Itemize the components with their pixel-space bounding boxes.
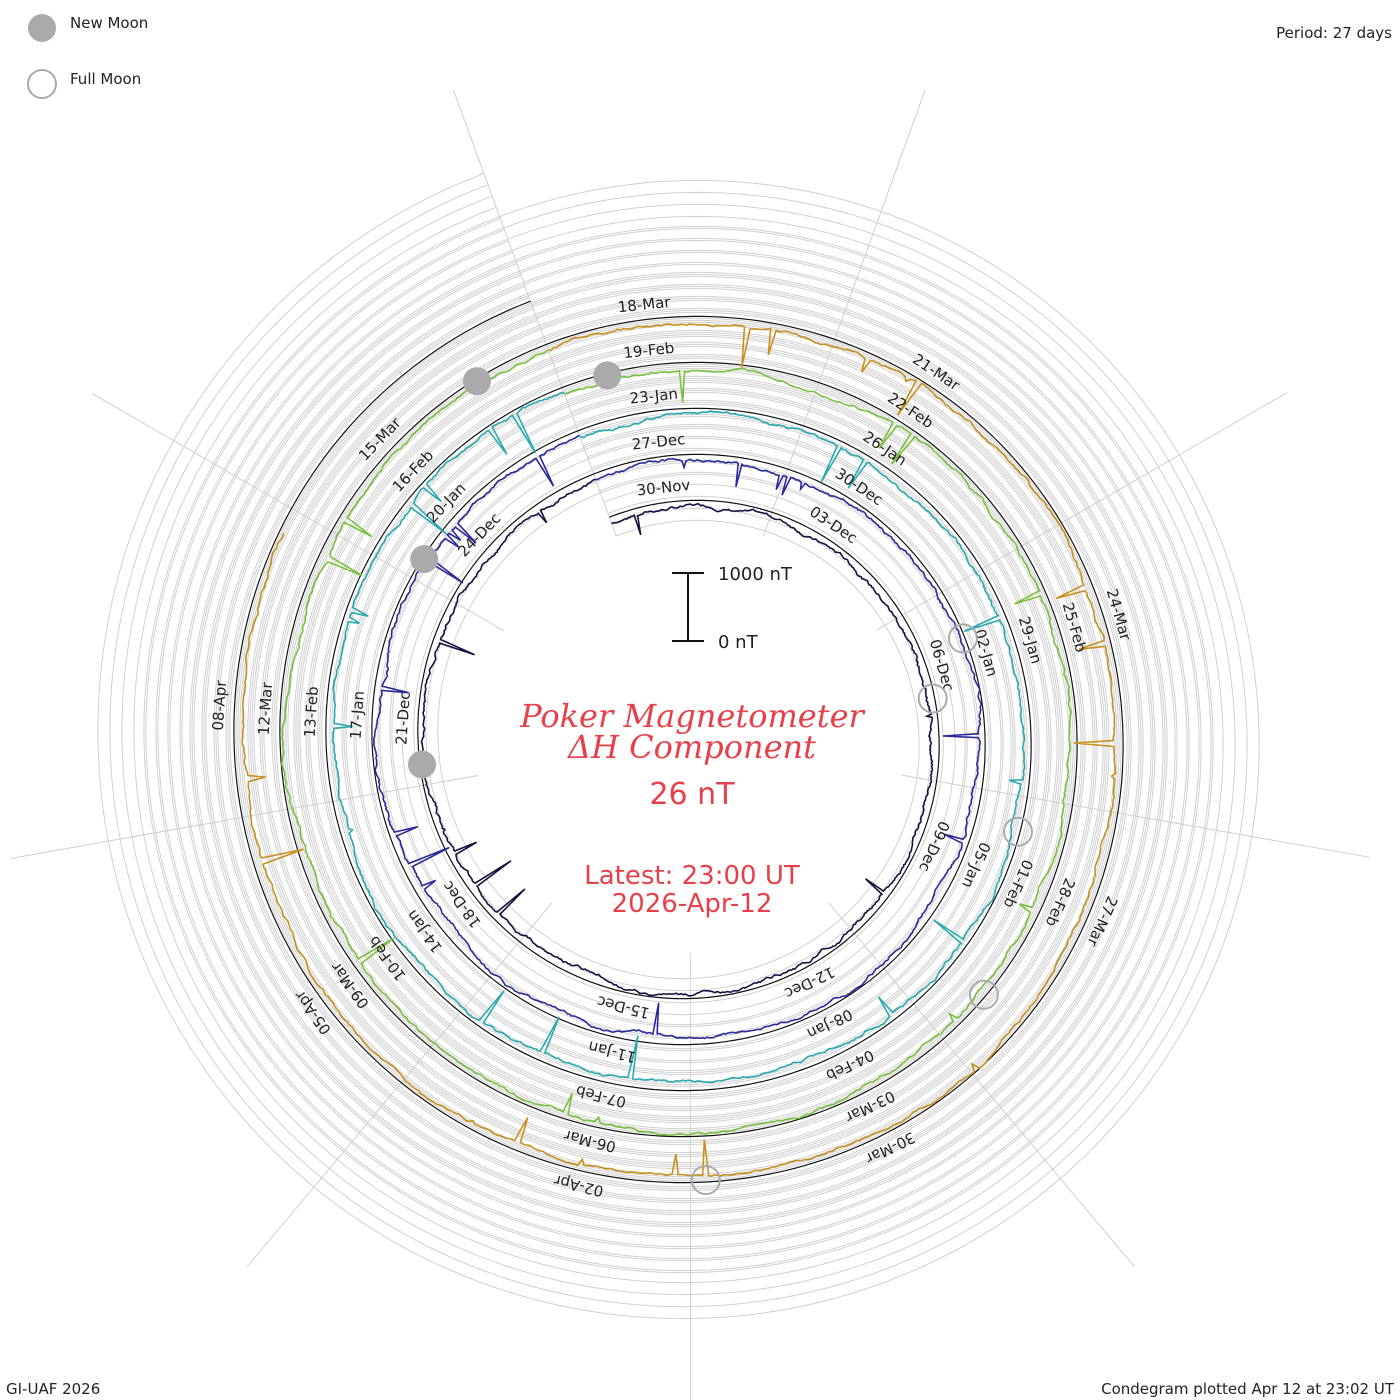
new-moon-legend-label: New Moon (70, 14, 148, 32)
grid-spiral (145, 218, 1212, 1272)
full-moon-marker (690, 1165, 721, 1195)
date-label: 12-Dec (782, 963, 838, 1003)
grid-spiral (241, 308, 1116, 1176)
latest-date: 2026-Apr-12 (612, 889, 773, 919)
chart-title: Poker Magnetometer (519, 697, 865, 735)
grid-spiral (169, 240, 1188, 1248)
date-label: 27-Dec (631, 430, 686, 454)
full-moon-marker (1003, 816, 1033, 847)
scale-bar: 1000 nT 0 nT (672, 564, 793, 653)
series-trace (420, 478, 934, 997)
scale-bottom-label: 0 nT (718, 632, 759, 653)
series-trace (241, 323, 1117, 1177)
grid-spoke (452, 89, 617, 537)
grid-spoke (875, 392, 1288, 631)
full-moon-marker (917, 683, 948, 714)
series-trace (280, 349, 1072, 1137)
grid-spiral (217, 285, 1140, 1200)
grid-layer (10, 89, 1370, 1400)
full-moon-legend-label: Full Moon (70, 70, 141, 88)
footer-plotted: Condegram plotted Apr 12 at 23:02 UT (1101, 1380, 1395, 1398)
date-label: 08-Apr (209, 679, 230, 731)
footer-credit: GI-UAF 2026 (6, 1380, 100, 1398)
grid-spoke (246, 902, 553, 1268)
grid-spiral (97, 172, 1260, 1320)
grid-spiral (157, 229, 1200, 1260)
date-label: 21-Dec (392, 691, 414, 746)
grid-spiral (109, 184, 1248, 1308)
period-label: Period: 27 days (1276, 24, 1392, 42)
new-moon-legend-icon (28, 14, 56, 42)
grid-spiral (133, 206, 1224, 1284)
series-trace (331, 392, 1026, 1084)
moon-phase-layer (408, 361, 1033, 1195)
date-label: 13-Feb (301, 686, 322, 738)
new-moon-marker (410, 545, 439, 574)
grid-spiral (181, 251, 1176, 1236)
grid-spoke (91, 393, 504, 632)
new-moon-marker (408, 750, 436, 779)
full-moon-legend-icon (27, 69, 57, 99)
date-label: 12-Mar (255, 681, 277, 736)
grid-spoke (827, 902, 1135, 1267)
date-label: 04-Feb (823, 1046, 877, 1085)
grid-spiral (121, 195, 1236, 1296)
new-moon-marker (593, 361, 622, 390)
date-label: 15-Dec (595, 992, 651, 1022)
series-trace (373, 434, 982, 1040)
date-label: 30-Nov (636, 476, 692, 500)
date-label: 09-Dec (915, 818, 953, 874)
new-moon-marker (462, 367, 491, 396)
date-label: 27-Mar (1083, 893, 1121, 949)
date-label: 18-Mar (617, 293, 672, 317)
grid-spiral (229, 296, 1128, 1188)
date-label: 23-Jan (629, 385, 679, 408)
current-value: 26 nT (649, 777, 735, 812)
date-label: 11-Jan (586, 1037, 637, 1066)
grid-spiral (253, 319, 1104, 1164)
grid-spiral (193, 263, 1164, 1224)
trace-layer (241, 323, 1117, 1177)
latest-time: Latest: 23:00 UT (584, 861, 800, 891)
full-moon-marker (947, 623, 978, 654)
date-label: 19-Feb (623, 339, 676, 362)
date-label: 05-Jan (958, 839, 994, 891)
chart-subtitle: ΔH Component (566, 728, 816, 766)
baseline-spiral (233, 300, 1124, 1184)
grid-spiral (205, 274, 1152, 1212)
date-label: 17-Jan (347, 690, 368, 740)
full-moon-marker (968, 979, 999, 1010)
scale-top-label: 1000 nT (718, 564, 793, 585)
